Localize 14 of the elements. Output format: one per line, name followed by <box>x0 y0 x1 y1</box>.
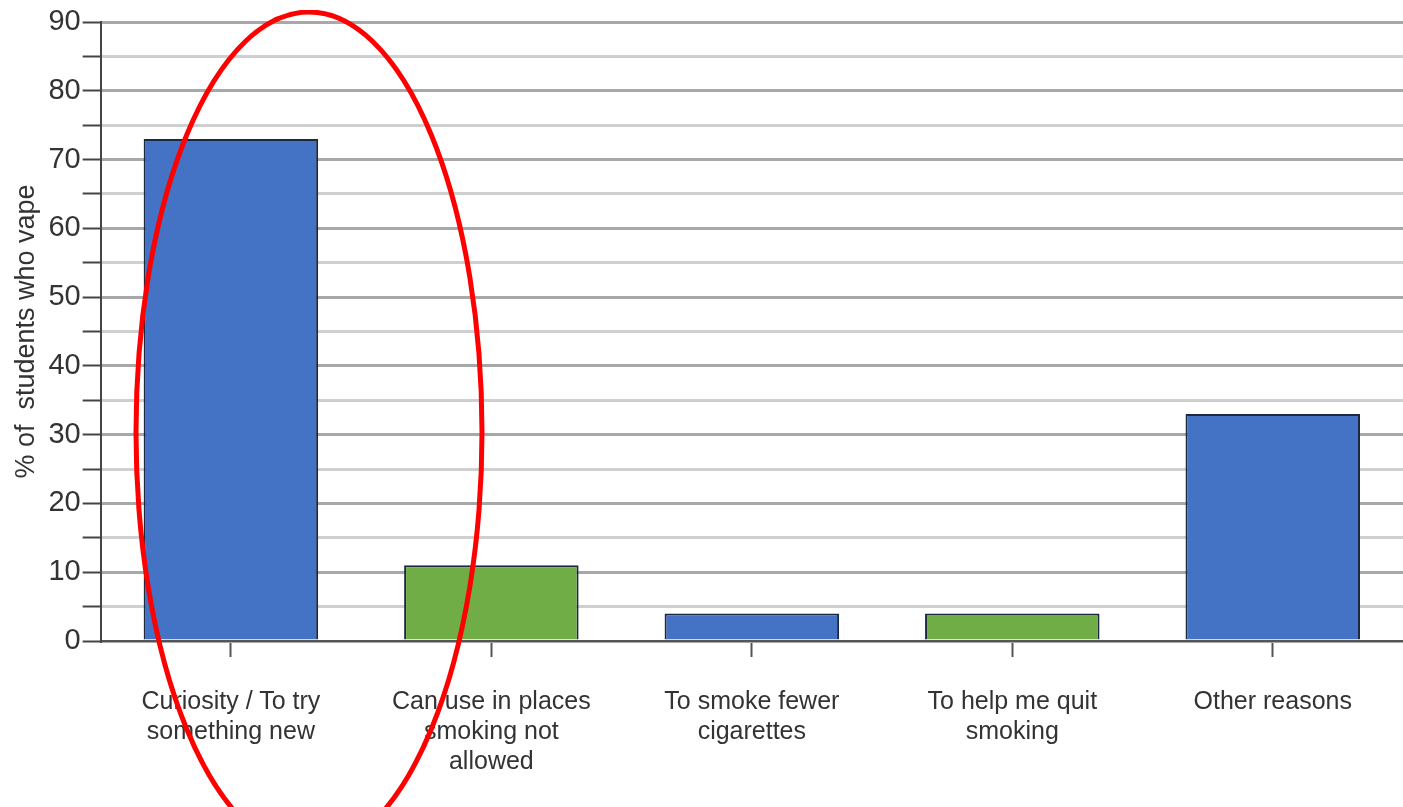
y-tick-label: 50 <box>48 279 81 312</box>
x-tick-label: To help me quit smoking <box>927 685 1098 744</box>
y-tick-label: 10 <box>48 554 81 587</box>
y-tick-label: 30 <box>48 416 81 449</box>
x-tick-label: Other reasons <box>1193 685 1352 714</box>
y-tick-label: 80 <box>48 72 81 105</box>
y-tick-label: 60 <box>48 210 81 243</box>
y-tick-label: 90 <box>48 4 81 36</box>
x-tick-label: To smoke fewer cigarettes <box>664 685 840 744</box>
y-tick-label: 0 <box>64 623 81 655</box>
y-tick-label: 40 <box>48 347 81 380</box>
y-tick-label: 70 <box>48 141 81 174</box>
y-axis-title: % of students who vape <box>9 184 40 479</box>
y-tick-label: 20 <box>48 485 81 518</box>
